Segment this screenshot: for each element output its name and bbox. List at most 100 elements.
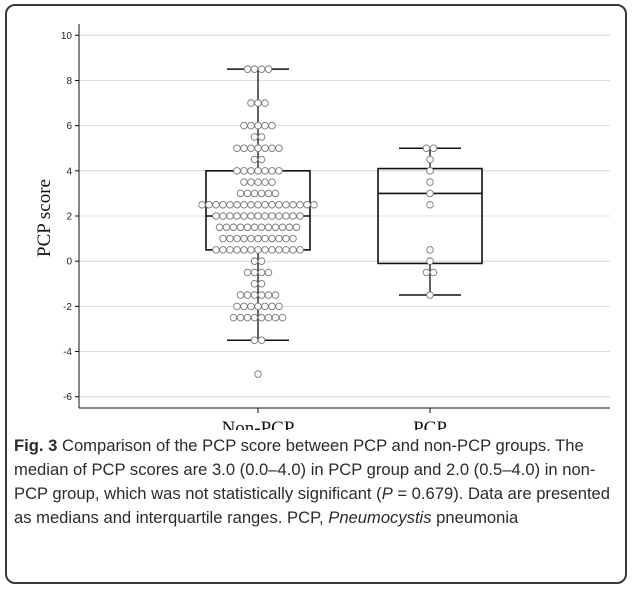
data-point xyxy=(254,144,262,152)
data-point xyxy=(247,302,255,311)
caption-italic-term: Pneumocystis xyxy=(328,508,432,527)
data-point xyxy=(247,121,255,130)
data-point xyxy=(250,133,259,141)
data-point xyxy=(264,268,273,277)
data-point xyxy=(264,189,273,198)
data-point xyxy=(426,178,434,186)
data-point xyxy=(303,200,311,209)
data-point xyxy=(233,167,241,175)
figure-frame xyxy=(5,4,627,584)
data-point xyxy=(261,99,269,107)
data-point xyxy=(226,200,234,209)
data-point xyxy=(222,223,231,232)
data-point xyxy=(250,189,259,198)
data-point xyxy=(292,223,301,232)
data-point xyxy=(275,212,283,220)
data-point xyxy=(261,121,269,130)
data-point xyxy=(257,155,266,164)
data-point xyxy=(247,99,255,107)
data-point xyxy=(243,65,252,73)
data-point xyxy=(219,212,227,220)
data-point xyxy=(426,200,434,209)
data-point xyxy=(240,246,248,254)
data-point xyxy=(240,234,248,243)
data-point xyxy=(250,268,259,277)
data-point xyxy=(261,200,269,209)
data-point xyxy=(289,246,297,254)
y-tick-label: 10 xyxy=(61,31,73,42)
y-tick-label: -2 xyxy=(63,302,72,313)
data-point xyxy=(261,234,269,243)
data-point xyxy=(257,223,266,232)
data-point xyxy=(296,212,304,220)
data-point xyxy=(271,313,280,322)
data-point xyxy=(275,144,283,152)
data-point xyxy=(264,65,273,73)
data-point xyxy=(257,291,266,299)
data-point xyxy=(219,234,227,243)
data-point xyxy=(289,200,297,209)
data-point xyxy=(233,144,241,152)
data-point xyxy=(282,234,290,243)
y-axis-title: PCP score xyxy=(34,179,55,257)
data-point xyxy=(257,280,266,288)
data-point xyxy=(247,144,255,152)
data-point xyxy=(219,246,227,254)
data-point xyxy=(429,144,438,152)
data-point xyxy=(282,200,290,209)
data-point xyxy=(422,268,431,277)
y-tick-label: 6 xyxy=(66,121,72,132)
y-tick-label: 2 xyxy=(66,212,72,223)
data-point xyxy=(426,257,434,265)
x-category-label: Non-PCP xyxy=(222,418,295,430)
data-point xyxy=(243,291,252,299)
data-point xyxy=(243,313,252,322)
data-point xyxy=(429,268,438,277)
data-point xyxy=(261,167,269,175)
data-point xyxy=(268,144,276,152)
data-point xyxy=(240,302,248,311)
data-point xyxy=(229,223,238,232)
axes: 10 8 6 4 2 0 -2 -4 -6 Non-PCP PCP xyxy=(61,24,610,430)
data-point xyxy=(236,313,245,322)
y-tick-label: -6 xyxy=(63,392,72,403)
data-point xyxy=(212,212,220,220)
data-point xyxy=(275,200,283,209)
data-point xyxy=(233,234,241,243)
data-point xyxy=(233,302,241,311)
data-point xyxy=(254,167,262,175)
data-point xyxy=(198,200,206,209)
y-tick-label: 0 xyxy=(66,257,72,268)
data-point xyxy=(215,223,224,232)
data-point xyxy=(212,246,220,254)
data-point xyxy=(250,257,259,265)
data-point xyxy=(254,121,262,130)
data-point xyxy=(247,178,255,186)
data-point xyxy=(205,200,213,209)
data-point xyxy=(271,291,280,299)
data-point xyxy=(261,246,269,254)
data-point xyxy=(254,200,262,209)
data-point xyxy=(226,234,234,243)
data-point xyxy=(240,200,248,209)
data-point xyxy=(268,234,276,243)
data-point xyxy=(426,246,434,254)
data-point xyxy=(426,155,434,164)
data-point xyxy=(268,200,276,209)
data-point xyxy=(236,223,245,232)
data-point xyxy=(233,246,241,254)
y-tick-label: -4 xyxy=(63,347,72,358)
data-point xyxy=(275,302,283,311)
data-point xyxy=(240,121,248,130)
data-point xyxy=(261,212,269,220)
data-point xyxy=(254,370,262,378)
data-point xyxy=(310,200,318,209)
data-point xyxy=(257,257,266,265)
data-point xyxy=(243,268,252,277)
data-point xyxy=(285,223,294,232)
data-point xyxy=(426,189,434,198)
data-point xyxy=(261,144,269,152)
caption-p-variable: P xyxy=(381,484,393,503)
data-point xyxy=(250,223,259,232)
y-tick-label: 4 xyxy=(66,166,72,177)
